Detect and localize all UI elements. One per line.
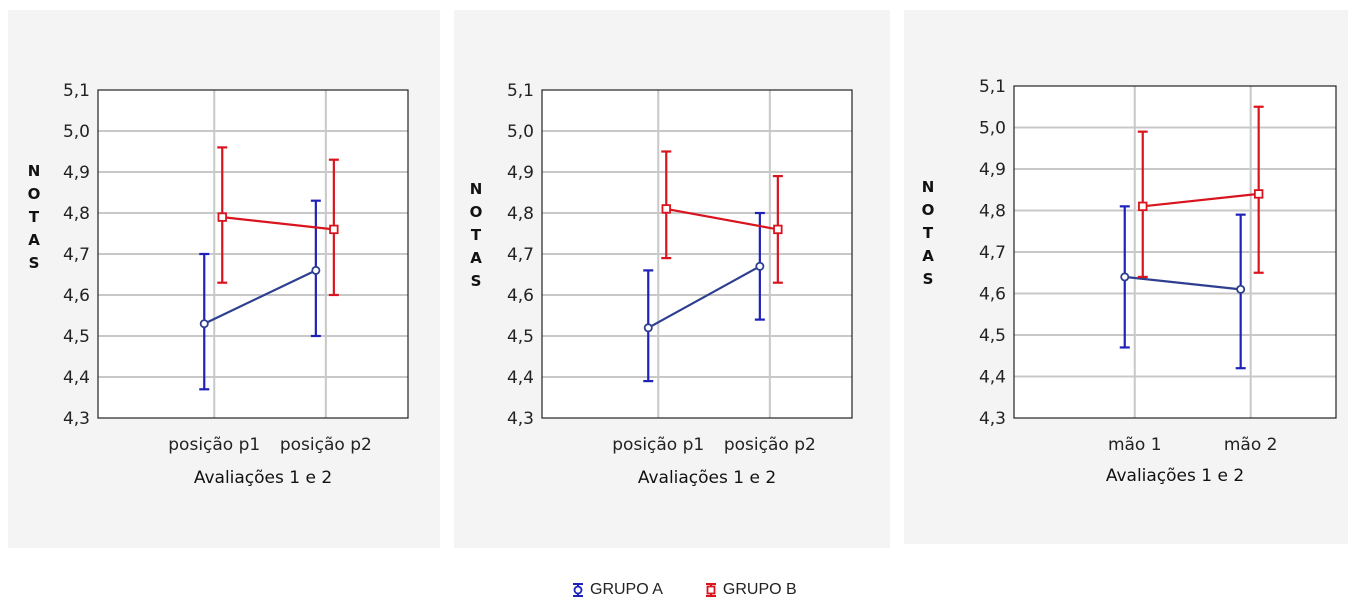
y-tick-label: 4,8 (979, 202, 1006, 222)
legend-item-group-a: GRUPO A (570, 581, 663, 599)
data-point-group-a (643, 323, 653, 333)
y-tick-label: 4,6 (979, 285, 1006, 305)
x-tick-label: posição p2 (280, 435, 372, 455)
y-tick-label: 4,4 (507, 368, 534, 388)
series-line-group-a (647, 265, 761, 329)
plot-frame (1013, 85, 1337, 419)
y-tick-label: 4,6 (63, 286, 90, 306)
x-axis-title: Avaliações 1 e 2 (637, 468, 777, 488)
x-axis-title: Avaliações 1 e 2 (193, 468, 333, 488)
data-point-group-b (329, 224, 339, 235)
y-tick-label: 4,3 (507, 409, 534, 429)
plot-frame (541, 89, 853, 419)
series-line-group-a (203, 269, 317, 325)
plot-frame (97, 89, 409, 419)
y-tick-label: 4,7 (979, 243, 1006, 263)
x-axis-title: Avaliações 1 e 2 (1105, 466, 1245, 486)
data-point-group-b (1138, 201, 1148, 212)
plot-area: 4,3 4,4 4,5 4,6 4,7 4,8 4,9 5,0 5,1 mão 1 mão 2 (979, 77, 1337, 455)
x-tick-label: posição p1 (168, 435, 260, 455)
legend-label-group-b: GRUPO B (722, 581, 797, 598)
data-point-group-b (661, 204, 671, 214)
series-line-group-b (1142, 192, 1259, 208)
y-tick-label: 4,9 (63, 163, 90, 183)
x-tick-label: mão 1 (1108, 435, 1162, 455)
legend: GRUPO A GRUPO B (570, 580, 837, 600)
series-line-group-a (1124, 275, 1241, 291)
y-tick-label: 4,4 (979, 368, 1006, 388)
y-tick-label: 4,9 (979, 160, 1006, 180)
y-tick-label: 4,5 (507, 327, 534, 347)
y-tick-label: 4,8 (507, 204, 534, 224)
series-line-group-b (222, 216, 334, 231)
x-tick-label: posição p2 (724, 435, 816, 455)
y-tick-label: 5,0 (507, 122, 534, 142)
y-tick-label: 5,0 (979, 119, 1006, 139)
y-tick-label: 4,3 (979, 409, 1006, 429)
y-tick-label: 4,7 (63, 245, 90, 265)
legend-label-group-a: GRUPO A (590, 581, 663, 598)
data-point-group-a (1120, 272, 1130, 282)
x-tick-label: mão 2 (1224, 435, 1278, 455)
y-tick-label: 4,9 (507, 163, 534, 183)
x-tick-label: posição p1 (612, 435, 704, 455)
y-tick-label: 4,8 (63, 204, 90, 224)
y-tick-label: 4,4 (63, 368, 90, 388)
y-tick-label: 5,1 (507, 81, 534, 101)
plot-area: 4,3 4,4 4,5 4,6 4,7 4,8 4,9 5,0 5,1 posição p1 pos… (63, 81, 409, 455)
circle-errorbar-icon (573, 583, 583, 597)
y-tick-label: 4,6 (507, 286, 534, 306)
y-tick-label: 5,1 (63, 81, 90, 101)
square-errorbar-icon (705, 583, 716, 597)
data-point-group-b (1253, 189, 1264, 199)
plot-area: 4,3 4,4 4,5 4,6 4,7 4,8 4,9 5,0 5,1 posição p1 pos… (507, 81, 853, 455)
data-point-group-b (217, 212, 227, 222)
data-point-group-a (311, 265, 321, 275)
y-tick-label: 4,7 (507, 245, 534, 265)
y-tick-label: 5,0 (63, 122, 90, 142)
series-line-group-b (666, 207, 779, 231)
y-tick-label: 4,5 (979, 326, 1006, 346)
data-point-group-b (773, 224, 783, 235)
y-tick-label: 4,3 (63, 409, 90, 429)
data-point-group-a (199, 319, 209, 329)
data-point-group-a (755, 261, 765, 271)
y-tick-label: 4,5 (63, 327, 90, 347)
y-tick-label: 5,1 (979, 77, 1006, 97)
data-point-group-a (1236, 284, 1246, 294)
legend-item-group-b: GRUPO B (703, 581, 797, 599)
